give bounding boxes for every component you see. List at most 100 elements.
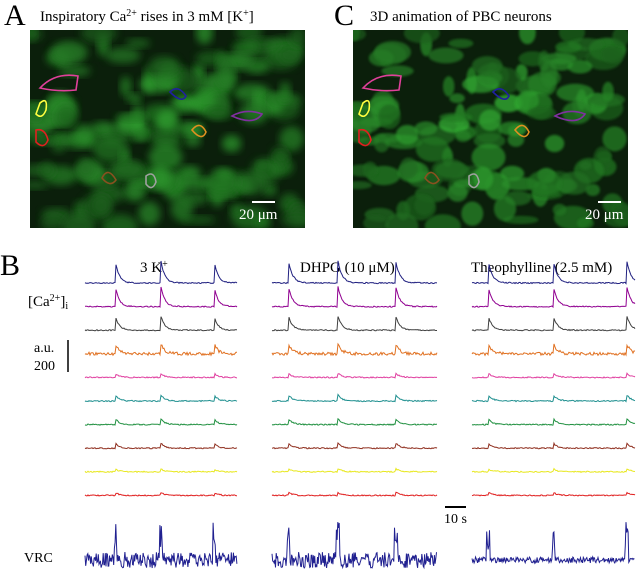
cell: [62, 212, 96, 228]
panel-letter: A: [4, 0, 26, 32]
text-part: [Ca: [28, 294, 50, 310]
cell: [105, 47, 141, 64]
column-title: Theophylline (2.5 mM): [471, 260, 612, 276]
panel-title: Inspiratory Ca2+ rises in 3 mM [K+]: [40, 8, 254, 26]
cell: [527, 106, 557, 120]
cell: [428, 47, 464, 64]
cell: [217, 59, 235, 88]
cell: [279, 126, 304, 152]
cell: [196, 30, 213, 45]
cell: [612, 30, 628, 47]
panel-title: 3D animation of PBC neurons: [370, 9, 552, 25]
column-title: DHPG (10 μM): [300, 260, 395, 276]
roi-outline: [491, 88, 510, 100]
cell: [289, 30, 305, 47]
roi-outline: [35, 128, 49, 147]
cell: [455, 130, 471, 142]
cell: [497, 121, 528, 136]
rois-c: [358, 74, 587, 189]
cell: [119, 76, 132, 97]
calcium-trace: [271, 342, 438, 357]
cell: [414, 195, 434, 216]
calcium-trace: [272, 441, 438, 450]
cell: [576, 217, 594, 228]
roi-outline: [38, 74, 79, 92]
calcium-trace: [471, 491, 636, 497]
cell: [381, 65, 414, 77]
cell: [353, 30, 360, 42]
cell: [235, 171, 268, 195]
calcium-trace: [271, 417, 437, 426]
panel-letter: C: [334, 0, 354, 32]
text-part: 2+: [50, 293, 61, 304]
text-part: DHPG (10 μM): [300, 260, 395, 276]
cell: [473, 133, 506, 149]
cell: [519, 30, 536, 45]
cell: [385, 212, 419, 228]
calcium-trace: [471, 261, 636, 285]
cell: [256, 161, 269, 170]
cell: [399, 157, 418, 179]
cell: [279, 81, 291, 102]
cell: [51, 40, 89, 64]
cell: [516, 90, 539, 111]
cell: [403, 30, 440, 44]
cell: [239, 101, 269, 125]
calcium-trace: [271, 316, 437, 332]
scale-label: 20 μm: [239, 207, 278, 223]
calcium-trace: [471, 287, 636, 309]
calcium-trace: [84, 394, 238, 403]
roi-outline: [168, 88, 187, 100]
calcium-trace: [271, 286, 438, 308]
calcium-trace: [84, 418, 238, 426]
cell: [221, 134, 242, 153]
amplitude-unit: a.u.: [34, 341, 54, 356]
cell: [555, 41, 582, 53]
cell: [602, 126, 627, 152]
cell: [493, 195, 517, 222]
cell: [374, 40, 412, 64]
time-label: 10 s: [444, 512, 467, 527]
cell: [125, 38, 151, 49]
cell: [604, 211, 628, 228]
cell: [507, 132, 525, 147]
cell: [447, 183, 468, 202]
cell: [91, 195, 111, 216]
cell: [415, 136, 450, 162]
cell: [170, 195, 194, 222]
calcium-trace: [85, 286, 238, 308]
calcium-trace: [471, 316, 636, 332]
cell: [229, 203, 244, 216]
calcium-trace: [84, 316, 237, 332]
cell: [30, 104, 43, 121]
roi-outline: [358, 128, 372, 147]
roi-outline: [145, 173, 157, 189]
text-part: 3 K: [140, 260, 162, 276]
text-part: i: [65, 301, 68, 312]
cell: [138, 201, 161, 226]
cell: [204, 106, 234, 120]
calcium-trace: [84, 344, 237, 357]
cell: [92, 136, 127, 162]
roi-outline: [513, 124, 530, 138]
cell: [556, 83, 595, 102]
cell: [148, 56, 180, 76]
cell: [434, 161, 470, 179]
cell: [50, 132, 79, 144]
roi-outline: [190, 124, 207, 138]
cell: [232, 41, 259, 53]
calcium-trace: [471, 394, 636, 403]
cell: [479, 109, 502, 132]
cell: [148, 143, 183, 171]
vrc-label: VRC: [24, 551, 53, 566]
cell: [540, 59, 558, 88]
cell: [35, 136, 57, 146]
column-title: 3 K+: [140, 259, 168, 277]
cell: [39, 161, 55, 179]
cell: [602, 81, 614, 102]
cell: [40, 214, 66, 228]
cell: [55, 104, 78, 130]
cell: [363, 214, 389, 228]
text-part: 2+: [126, 8, 137, 19]
